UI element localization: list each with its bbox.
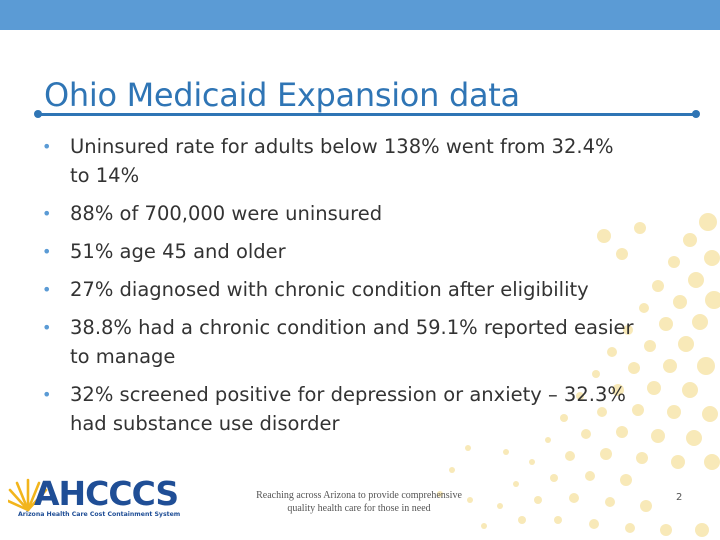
bullet-glyph: • bbox=[42, 204, 52, 223]
logo-subtitle: Arizona Health Care Cost Containment Sys… bbox=[18, 511, 181, 518]
footer-tagline: Reaching across Arizona to provide compr… bbox=[224, 489, 494, 515]
ahcccs-logo: AHCCCS Arizona Health Care Cost Containm… bbox=[8, 470, 188, 526]
bullet-glyph: • bbox=[42, 280, 52, 299]
top-accent-bar bbox=[0, 0, 720, 30]
bullet-text-line-2: to manage bbox=[70, 345, 176, 368]
bullet-text-line-1: 51% age 45 and older bbox=[70, 240, 286, 263]
sun-icon bbox=[8, 478, 48, 512]
bullet-text-line-1: Uninsured rate for adults below 138% wen… bbox=[70, 135, 614, 158]
bullet-glyph: • bbox=[42, 318, 52, 337]
title-underline bbox=[38, 113, 698, 116]
bullet-list: • Uninsured rate for adults below 138% w… bbox=[34, 132, 694, 447]
slide-title: Ohio Medicaid Expansion data bbox=[44, 76, 520, 114]
bullet-text-line-1: 27% diagnosed with chronic condition aft… bbox=[70, 278, 589, 301]
page-number: 2 bbox=[676, 492, 683, 503]
bullet-item: • 38.8% had a chronic condition and 59.1… bbox=[34, 313, 694, 371]
bullet-item: • Uninsured rate for adults below 138% w… bbox=[34, 132, 694, 190]
bullet-text-line-2: had substance use disorder bbox=[70, 412, 340, 435]
footer-line-2: quality health care for those in need bbox=[287, 503, 431, 514]
logo-wordmark: AHCCCS bbox=[34, 474, 179, 513]
bullet-text-line-1: 88% of 700,000 were uninsured bbox=[70, 202, 383, 225]
bullet-item: • 51% age 45 and older bbox=[34, 237, 694, 266]
bullet-glyph: • bbox=[42, 242, 52, 261]
underline-right-dot bbox=[692, 110, 700, 118]
underline-left-dot bbox=[34, 110, 42, 118]
bullet-item: • 32% screened positive for depression o… bbox=[34, 380, 694, 438]
bullet-text-line-1: 32% screened positive for depression or … bbox=[70, 383, 626, 406]
footer-line-1: Reaching across Arizona to provide compr… bbox=[256, 490, 462, 501]
bullet-text-line-1: 38.8% had a chronic condition and 59.1% … bbox=[70, 316, 634, 339]
bullet-glyph: • bbox=[42, 385, 52, 404]
bullet-item: • 27% diagnosed with chronic condition a… bbox=[34, 275, 694, 304]
bullet-item: • 88% of 700,000 were uninsured bbox=[34, 199, 694, 228]
bullet-text-line-2: to 14% bbox=[70, 164, 140, 187]
bullet-glyph: • bbox=[42, 137, 52, 156]
